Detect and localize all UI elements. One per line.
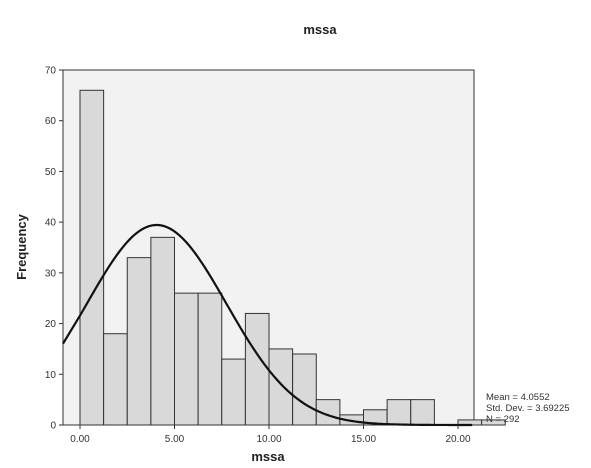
histogram-bar [410,399,435,426]
histogram-bar [126,257,152,426]
histogram-bar [481,419,506,426]
histogram-bar [268,348,294,426]
stats-legend: Mean = 4.0552 Std. Dev. = 3.69225 N = 29… [486,392,570,425]
histogram-bar [174,292,199,426]
x-tick-label: 10.00 [256,434,281,445]
y-tick-label: 10 [45,370,57,381]
histogram-bar [150,236,176,426]
y-tick-label: 40 [45,218,57,229]
histogram-bar [221,358,246,426]
y-tick-label: 60 [45,116,57,127]
histogram-bar [103,333,128,426]
x-axis: 0.00 5.00 10.00 15.00 20.00 [70,425,471,445]
y-axis-label: Frequency [14,213,29,280]
y-tick-label: 0 [50,421,56,432]
stat-mean: Mean = 4.0552 [486,392,550,403]
x-tick-label: 5.00 [165,434,185,445]
normal-curve-line [62,223,473,427]
x-tick-label: 20.00 [445,434,470,445]
x-tick-label: 15.00 [351,434,376,445]
histogram-bar [292,353,317,426]
histogram-bar [315,399,341,426]
histogram-bar [386,399,412,426]
x-axis-label: mssa [251,449,285,464]
stat-n: N = 292 [486,414,520,425]
y-axis: 0 10 20 30 40 50 60 70 [45,66,63,432]
histogram-bar [244,312,270,426]
normal-curve-group [62,223,473,427]
x-tick-label: 0.00 [70,434,90,445]
histogram-bar [197,292,223,426]
y-tick-label: 50 [45,167,57,178]
y-tick-label: 30 [45,268,57,279]
histogram-bar [79,89,105,426]
bars-group [79,89,506,426]
chart-title: mssa [303,22,337,37]
stat-std-dev: Std. Dev. = 3.69225 [486,403,570,414]
y-tick-label: 70 [45,66,57,77]
y-tick-label: 20 [45,319,57,330]
